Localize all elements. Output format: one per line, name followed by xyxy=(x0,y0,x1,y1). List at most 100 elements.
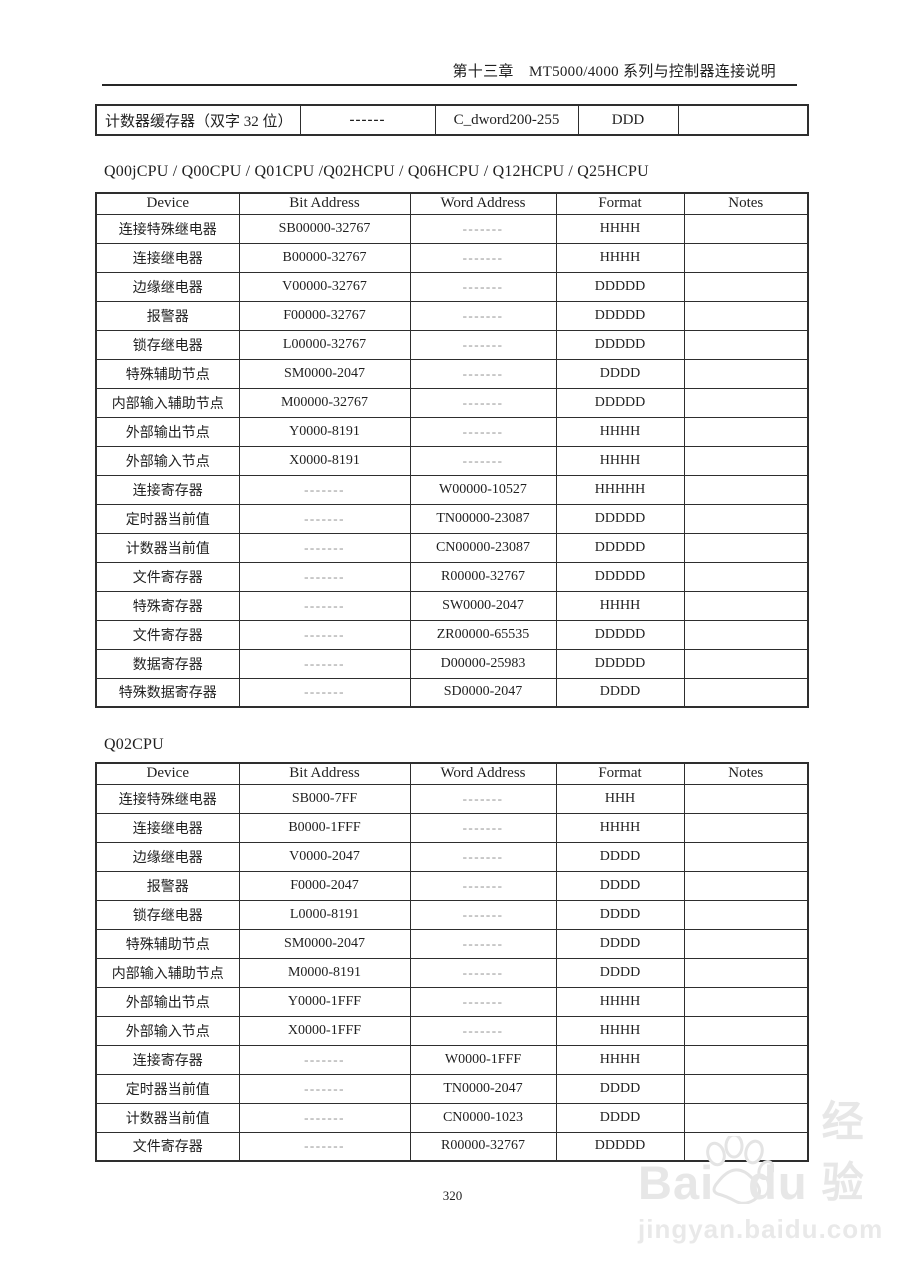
cell-bit-address: ------- xyxy=(238,648,411,679)
cell-device: 特殊寄存器 xyxy=(95,590,240,621)
table-row: 报警器 F00000-32767 ------- DDDDD xyxy=(95,300,809,331)
cell-notes xyxy=(683,1102,809,1133)
watermark-brand: Bai du 经验 xyxy=(638,1098,898,1210)
column-header-format: Format xyxy=(555,762,685,785)
cell-bit-address: SM0000-2047 xyxy=(238,358,411,389)
cell-word-address: R00000-32767 xyxy=(409,561,557,592)
cell-bit-address: ------- xyxy=(238,1102,411,1133)
column-header-device: Device xyxy=(95,192,240,215)
cell-notes xyxy=(683,1044,809,1075)
cell-word-address: ------- xyxy=(409,928,557,959)
cell-word-address: ------- xyxy=(409,986,557,1017)
cell-bit-address: F0000-2047 xyxy=(238,870,411,901)
cell-word-address: SD0000-2047 xyxy=(409,677,557,708)
table-row: 外部输出节点 Y0000-1FFF ------- HHHH xyxy=(95,986,809,1017)
cell-notes xyxy=(683,783,809,814)
cell-notes xyxy=(683,300,809,331)
cell-word-address: ------- xyxy=(409,841,557,872)
cell-bit-address: L00000-32767 xyxy=(238,329,411,360)
cell-device: 外部输入节点 xyxy=(95,445,240,476)
cell-device: 报警器 xyxy=(95,870,240,901)
column-header-notes: Notes xyxy=(683,192,809,215)
baidu-jingyan-watermark: Bai du 经验 jingyan.baidu.com xyxy=(638,1098,898,1245)
cell-device: 连接特殊继电器 xyxy=(95,783,240,814)
cell-word-address: ------- xyxy=(409,242,557,273)
cell-device: 锁存继电器 xyxy=(95,899,240,930)
cell-format: DDDDD xyxy=(555,619,685,650)
table-row: 锁存继电器 L00000-32767 ------- DDDDD xyxy=(95,329,809,360)
cell-bit-address: Y0000-1FFF xyxy=(238,986,411,1017)
device-table-q02cpu: Device Bit Address Word Address Format Notes… xyxy=(95,762,809,1162)
cell-word-address: ------- xyxy=(409,812,557,843)
cell-format: DDDD xyxy=(555,841,685,872)
table-row: 文件寄存器 ------- ZR00000-65535 DDDDD xyxy=(95,619,809,650)
cell-format: DDDD xyxy=(555,870,685,901)
cell-format: DDDDD xyxy=(555,648,685,679)
watermark-jingyan-text: 经验 xyxy=(821,1098,866,1206)
table-row: 外部输入节点 X0000-1FFF ------- HHHH xyxy=(95,1015,809,1046)
cell-notes xyxy=(683,445,809,476)
cell-notes xyxy=(683,841,809,872)
cell-word-address: TN0000-2047 xyxy=(409,1073,557,1104)
cell-bit-address: F00000-32767 xyxy=(238,300,411,331)
cell-notes xyxy=(683,329,809,360)
cell-device: 外部输出节点 xyxy=(95,416,240,447)
cell-word-address: ------- xyxy=(409,329,557,360)
cell-word-address: ------- xyxy=(409,783,557,814)
cell-word-address: TN00000-23087 xyxy=(409,503,557,534)
cell-bit-address: L0000-8191 xyxy=(238,899,411,930)
cell-bit-address: ------- xyxy=(238,1044,411,1075)
table-row: 连接寄存器 ------- W00000-10527 HHHHH xyxy=(95,474,809,505)
device-table-q00jcpu: Device Bit Address Word Address Format Notes… xyxy=(95,192,809,708)
cell-word-address: ------- xyxy=(409,899,557,930)
cell-word-address: R00000-32767 xyxy=(409,1131,557,1162)
cell-format: DDDD xyxy=(555,928,685,959)
table-row: 特殊辅助节点 SM0000-2047 ------- DDDD xyxy=(95,358,809,389)
table-row: 定时器当前值 ------- TN0000-2047 DDDD xyxy=(95,1073,809,1104)
cell-bit-address: M0000-8191 xyxy=(238,957,411,988)
column-header-device: Device xyxy=(95,762,240,785)
cell-notes xyxy=(683,957,809,988)
cell-bit-address: ------- xyxy=(238,561,411,592)
cell-format: DDDD xyxy=(555,358,685,389)
paw-print-icon xyxy=(700,1133,775,1215)
cell-bit-address: SM0000-2047 xyxy=(238,928,411,959)
cell-word-address: ------- xyxy=(409,300,557,331)
cell-format: DDDDD xyxy=(555,1131,685,1162)
cell-format: HHHHH xyxy=(555,474,685,505)
cell-bit-address: ------- xyxy=(238,1073,411,1104)
cell-word-address: CN00000-23087 xyxy=(409,532,557,563)
column-header-bit-address: Bit Address xyxy=(238,192,411,215)
cell-word-address: ------- xyxy=(409,213,557,244)
cell-word-address: ------- xyxy=(409,271,557,302)
cell-device: 计数器缓存器（双字 32 位） xyxy=(95,104,301,136)
cell-word-address: ------- xyxy=(409,387,557,418)
cell-format: DDDD xyxy=(555,1073,685,1104)
cell-bit-address: ------- xyxy=(238,677,411,708)
cell-device: 内部输入辅助节点 xyxy=(95,387,240,418)
cell-device: 特殊数据寄存器 xyxy=(95,677,240,708)
table-row: 外部输出节点 Y0000-8191 ------- HHHH xyxy=(95,416,809,447)
section-title-q00jcpu: Q00jCPU / Q00CPU / Q01CPU /Q02HCPU / Q06… xyxy=(104,163,649,180)
table-row: 计数器当前值 ------- CN0000-1023 DDDD xyxy=(95,1102,809,1133)
cell-device: 定时器当前值 xyxy=(95,1073,240,1104)
cell-word-address: ------- xyxy=(409,870,557,901)
cell-bit-address: SB000-7FF xyxy=(238,783,411,814)
cell-bit-address: M00000-32767 xyxy=(238,387,411,418)
cell-device: 连接特殊继电器 xyxy=(95,213,240,244)
cell-format: HHHH xyxy=(555,1015,685,1046)
counter-buffer-table: 计数器缓存器（双字 32 位） ------ C_dword200-255 DDD xyxy=(95,104,809,136)
table-row: 计数器缓存器（双字 32 位） ------ C_dword200-255 DDD xyxy=(95,104,809,136)
cell-device: 特殊辅助节点 xyxy=(95,928,240,959)
cell-format: HHH xyxy=(555,783,685,814)
cell-notes xyxy=(683,1073,809,1104)
table-row: 特殊数据寄存器 ------- SD0000-2047 DDDD xyxy=(95,677,809,708)
table-row: 连接寄存器 ------- W0000-1FFF HHHH xyxy=(95,1044,809,1075)
column-header-bit-address: Bit Address xyxy=(238,762,411,785)
cell-format: DDDDD xyxy=(555,503,685,534)
cell-format: DDDDD xyxy=(555,532,685,563)
cell-notes xyxy=(683,387,809,418)
column-header-format: Format xyxy=(555,192,685,215)
cell-bit-address: ------- xyxy=(238,532,411,563)
